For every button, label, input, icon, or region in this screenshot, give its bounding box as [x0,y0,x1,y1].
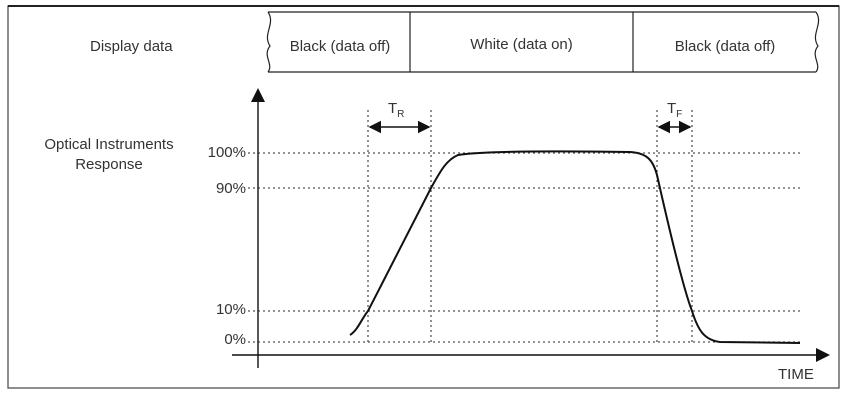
display-data-band [266,11,820,73]
x-axis-label: TIME [778,366,814,383]
segment-black-off-2: Black (data off) [674,38,776,55]
rise-time-main: T [388,100,398,117]
fall-time-main: T [667,100,677,117]
response-curve [349,150,801,344]
segment-black-off-1: Black (data off) [289,38,391,55]
segment-white-on: White (data on) [470,36,573,53]
tick-90: 90% [215,180,246,197]
display-data-label: Display data [90,38,173,55]
band-left-edge [266,11,272,73]
y-axis-title-line1: Optical Instruments [44,136,174,153]
band-right-edge [814,11,820,73]
reference-lines [248,110,800,343]
rise-time-label: TR [388,100,404,124]
tick-10: 10% [215,301,246,318]
fall-time-subscript: F [676,109,683,120]
rise-time-subscript: R [397,109,405,120]
tick-100: 100% [207,144,246,161]
y-axis-title-line2: Response [75,156,143,173]
tick-0: 0% [224,331,246,348]
outer-frame [7,5,840,389]
fall-time-label: TF [667,100,682,124]
